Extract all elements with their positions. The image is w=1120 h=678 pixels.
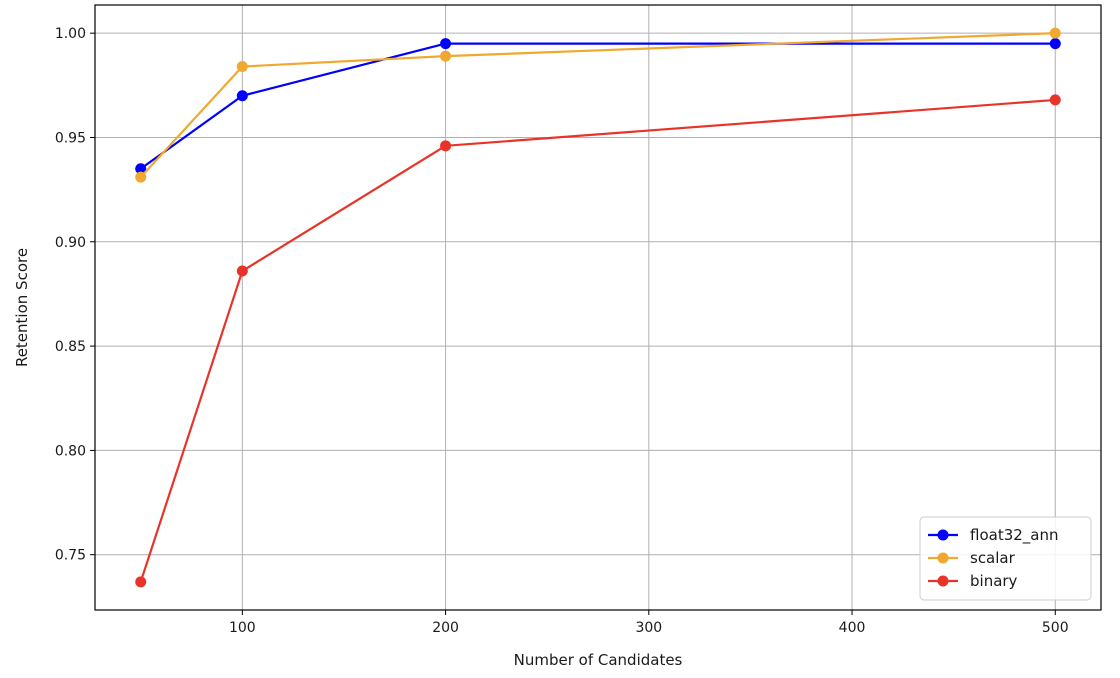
y-tick-label: 0.85 [55, 339, 86, 355]
series-line-scalar [139, 32, 1056, 178]
x-tick-label: 400 [839, 620, 866, 636]
data-point-binary [135, 576, 147, 588]
y-axis-label: Retention Score [13, 248, 31, 367]
series-layer [135, 27, 1061, 588]
legend-marker [937, 575, 949, 587]
data-point-float32_ann [135, 163, 147, 175]
y-tick-label: 0.95 [55, 130, 86, 146]
legend-label-scalar: scalar [970, 549, 1016, 567]
x-tick-label: 100 [229, 620, 256, 636]
y-tick-label: 0.80 [55, 443, 86, 459]
legend-marker [937, 529, 949, 541]
data-point-scalar [1049, 27, 1061, 39]
legend-label-binary: binary [970, 572, 1018, 590]
data-point-float32_ann [236, 90, 248, 102]
tick-layer: 100 200 300 400 500 0.75 0.80 0.85 0.90 0.95 1.00 [55, 26, 1069, 636]
x-axis-label: Number of Candidates [514, 651, 683, 669]
series-line-float32_ann [140, 42, 1056, 170]
series-line-binary [139, 98, 1056, 583]
data-point-scalar [135, 171, 147, 183]
data-point-float32_ann [440, 38, 452, 50]
x-tick-label: 300 [635, 620, 662, 636]
y-tick-label: 0.90 [55, 235, 86, 251]
x-tick-label: 500 [1042, 620, 1069, 636]
x-tick-label: 200 [432, 620, 459, 636]
data-point-binary [440, 140, 452, 152]
y-tick-label: 0.75 [55, 548, 86, 564]
data-point-binary [1049, 94, 1061, 106]
legend-box [919, 516, 1092, 601]
y-tick-label: 1.00 [55, 26, 86, 42]
data-point-scalar [236, 61, 248, 73]
plot-frame [94, 4, 1102, 611]
data-point-binary [236, 265, 248, 277]
data-point-scalar [440, 50, 452, 62]
data-point-float32_ann [1049, 38, 1061, 50]
grid-layer [95, 5, 1101, 610]
legend-label-float32_ann: float32_ann [970, 526, 1059, 545]
legend-marker [937, 552, 949, 564]
